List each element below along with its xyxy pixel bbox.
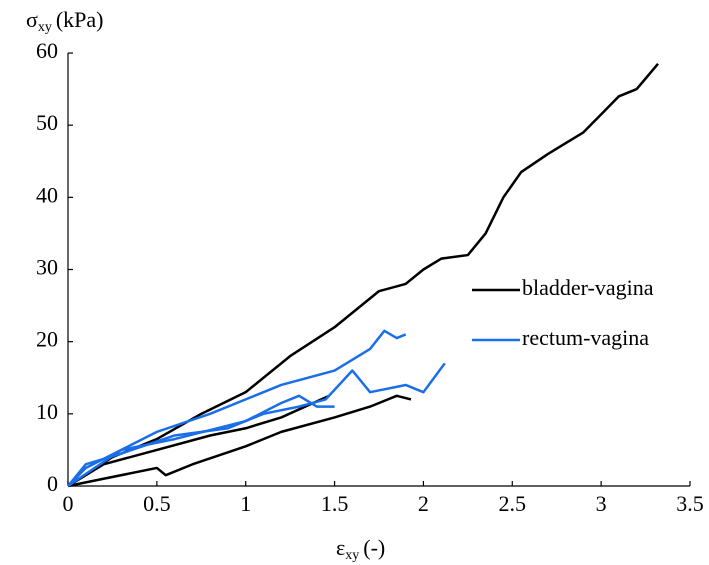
- y-tick-label: 10: [36, 399, 58, 424]
- y-tick-label: 20: [36, 327, 58, 352]
- x-tick-label: 2.5: [499, 491, 527, 516]
- x-tick-label: 1: [240, 491, 251, 516]
- x-tick-label: 0: [63, 491, 74, 516]
- x-tick-label: 3.5: [676, 491, 704, 516]
- y-tick-label: 30: [36, 255, 58, 280]
- x-axis-label: εxy (-): [336, 535, 385, 563]
- y-tick-label: 60: [36, 38, 58, 63]
- x-tick-label: 0.5: [143, 491, 171, 516]
- y-axis-label: σxy (kPa): [26, 7, 104, 35]
- data-line: [67, 362, 446, 487]
- data-line: [67, 63, 659, 488]
- y-tick-label: 40: [36, 182, 58, 207]
- y-tick-label: 0: [47, 471, 58, 496]
- x-tick-label: 1.5: [321, 491, 349, 516]
- data-line: [67, 394, 412, 488]
- data-line: [67, 329, 407, 487]
- legend-label: rectum-vagina: [522, 325, 649, 350]
- x-tick-label: 2: [418, 491, 429, 516]
- data-line: [67, 394, 330, 488]
- y-tick-label: 50: [36, 110, 58, 135]
- x-tick-label: 3: [596, 491, 607, 516]
- data-line: [67, 394, 335, 488]
- legend-label: bladder-vagina: [522, 275, 654, 300]
